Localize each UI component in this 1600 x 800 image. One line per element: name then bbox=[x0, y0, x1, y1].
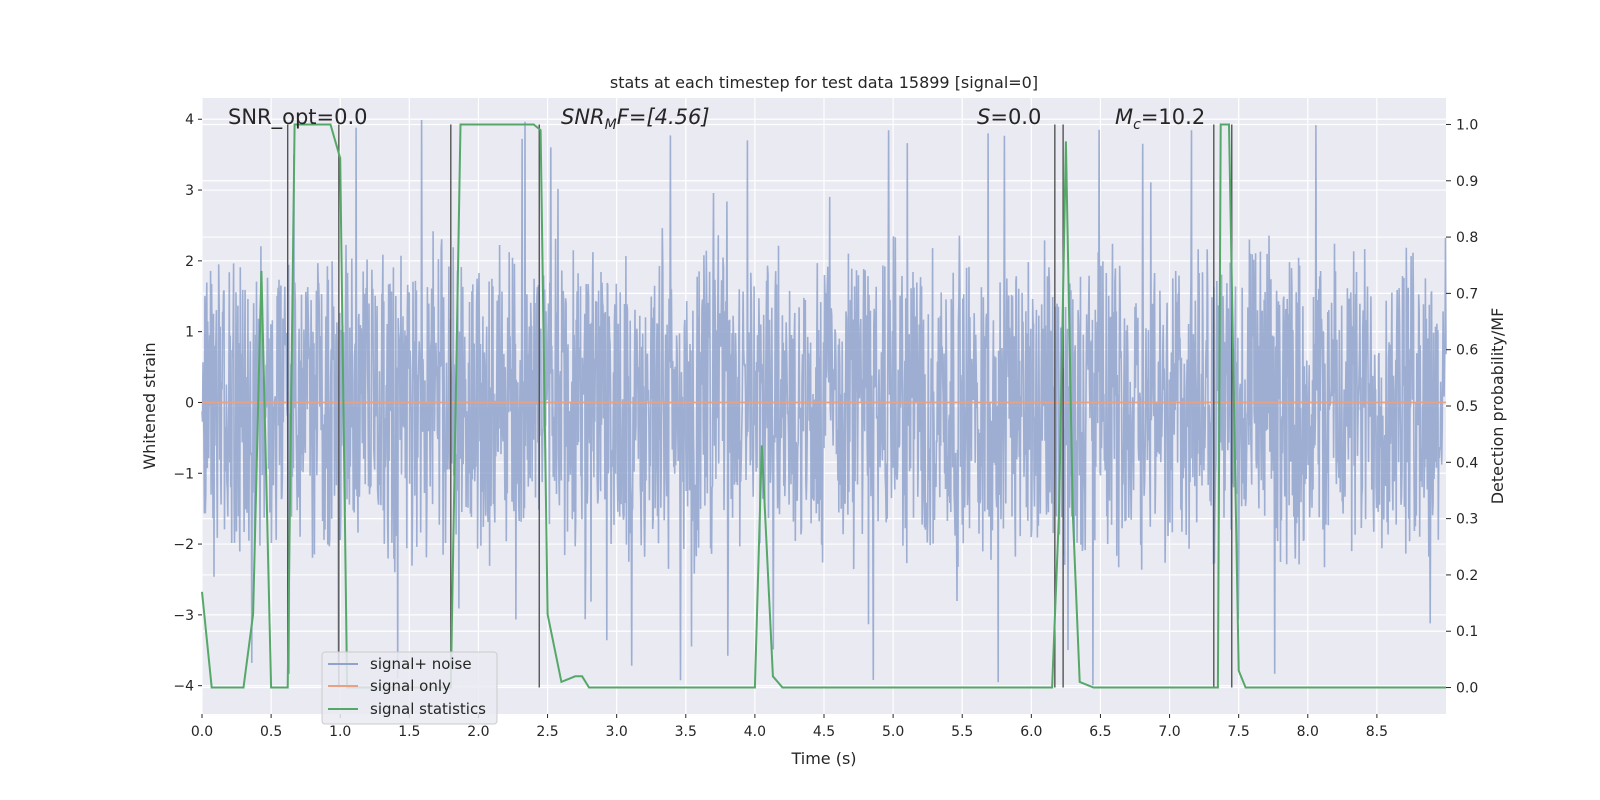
annotation-s-var: S bbox=[977, 105, 990, 129]
statistics-trace bbox=[201, 123, 1446, 689]
y2-tick-label-0.1: 0.1 bbox=[1456, 624, 1478, 640]
annotation-mc: Mc=10.2 bbox=[1115, 105, 1205, 133]
x-tick-label-4.5: 4.5 bbox=[813, 724, 835, 740]
y2-tick-label-0.8: 0.8 bbox=[1456, 230, 1478, 246]
y-tick-label-−4: −4 bbox=[173, 679, 194, 695]
annotation-snr-mf-prefix: SNR bbox=[561, 105, 605, 129]
y-tick-label-1: 1 bbox=[185, 325, 194, 341]
y-tick-label-4: 4 bbox=[185, 112, 194, 128]
x-tick-label-0.5: 0.5 bbox=[260, 724, 282, 740]
y2-tick-label-0.0: 0.0 bbox=[1456, 681, 1478, 697]
annotation-s: S=0.0 bbox=[977, 105, 1041, 129]
x-tick-label-3.5: 3.5 bbox=[675, 724, 697, 740]
y-axis-ticks: −4 −3 −2 −1 0 1 2 3 4 bbox=[173, 112, 202, 695]
x-tick-label-3.0: 3.0 bbox=[606, 724, 628, 740]
y-tick-label-−1: −1 bbox=[173, 466, 194, 482]
y2-tick-label-0.9: 0.9 bbox=[1456, 174, 1478, 190]
x-tick-label-1.5: 1.5 bbox=[398, 724, 420, 740]
annotation-mc-value: =10.2 bbox=[1141, 105, 1205, 129]
legend: signal+ noise signal only signal statist… bbox=[321, 651, 498, 725]
annotation-snr-mf-suffix: F=[4.56] bbox=[617, 105, 710, 129]
y-axis-label: Whitened strain bbox=[140, 342, 159, 469]
annotation-snr-mf: SNRMF=[4.56] bbox=[561, 105, 710, 133]
legend-label-signal-statistics: signal statistics bbox=[370, 700, 486, 718]
annotation-mc-sub: c bbox=[1133, 117, 1141, 133]
x-tick-label-4.0: 4.0 bbox=[744, 724, 766, 740]
noise-trace bbox=[201, 119, 1447, 686]
x-tick-label-5.0: 5.0 bbox=[882, 724, 904, 740]
y-tick-label-3: 3 bbox=[185, 183, 194, 199]
annotation-snr-mf-sub: M bbox=[605, 117, 617, 133]
y2-tick-label-0.2: 0.2 bbox=[1456, 568, 1478, 584]
annotation-mc-var: M bbox=[1115, 105, 1133, 129]
y2-tick-label-1.0: 1.0 bbox=[1456, 117, 1478, 133]
y-tick-label-−2: −2 bbox=[173, 537, 194, 553]
legend-label-signal-only: signal only bbox=[370, 677, 451, 695]
y-tick-label-2: 2 bbox=[185, 254, 194, 270]
x-tick-label-2.0: 2.0 bbox=[467, 724, 489, 740]
y2-tick-label-0.3: 0.3 bbox=[1456, 512, 1478, 528]
annotation-s-value: =0.0 bbox=[990, 105, 1041, 129]
legend-label-signal-noise: signal+ noise bbox=[370, 655, 472, 673]
y2-tick-label-0.7: 0.7 bbox=[1456, 286, 1478, 302]
x-tick-label-8.0: 8.0 bbox=[1297, 724, 1319, 740]
legend-box bbox=[321, 651, 498, 725]
series-signal-statistics bbox=[201, 123, 1446, 689]
x-tick-label-8.5: 8.5 bbox=[1366, 724, 1388, 740]
y2-axis-label: Detection probability/MF bbox=[1488, 308, 1507, 505]
x-axis-label: Time (s) bbox=[790, 749, 856, 768]
y2-tick-label-0.6: 0.6 bbox=[1456, 343, 1478, 359]
y2-tick-label-0.5: 0.5 bbox=[1456, 399, 1478, 415]
detection-vlines bbox=[286, 124, 1233, 688]
x-tick-label-2.5: 2.5 bbox=[536, 724, 558, 740]
chart-title: stats at each timestep for test data 158… bbox=[610, 73, 1038, 92]
series-signal-noise bbox=[201, 119, 1447, 686]
x-tick-label-1.0: 1.0 bbox=[329, 724, 351, 740]
y2-tick-label-0.4: 0.4 bbox=[1456, 455, 1478, 471]
y-tick-label-0: 0 bbox=[185, 395, 194, 411]
y-tick-label-−3: −3 bbox=[173, 608, 194, 624]
annotation-snr-opt: SNR_opt=0.0 bbox=[228, 105, 368, 130]
x-tick-label-5.5: 5.5 bbox=[951, 724, 973, 740]
y2-axis-ticks: 0.0 0.1 0.2 0.3 0.4 0.5 0.6 0.7 0.8 0.9 1.0 bbox=[1446, 117, 1478, 697]
x-tick-label-0.0: 0.0 bbox=[191, 724, 213, 740]
x-tick-label-7.5: 7.5 bbox=[1228, 724, 1250, 740]
x-tick-label-6.5: 6.5 bbox=[1089, 724, 1111, 740]
x-tick-label-7.0: 7.0 bbox=[1158, 724, 1180, 740]
x-tick-label-6.0: 6.0 bbox=[1020, 724, 1042, 740]
x-axis-ticks: 0.0 0.5 1.0 1.5 2.0 2.5 3.0 3.5 4.0 4.5 5.0 5.5 6.0 6… bbox=[191, 714, 1388, 740]
